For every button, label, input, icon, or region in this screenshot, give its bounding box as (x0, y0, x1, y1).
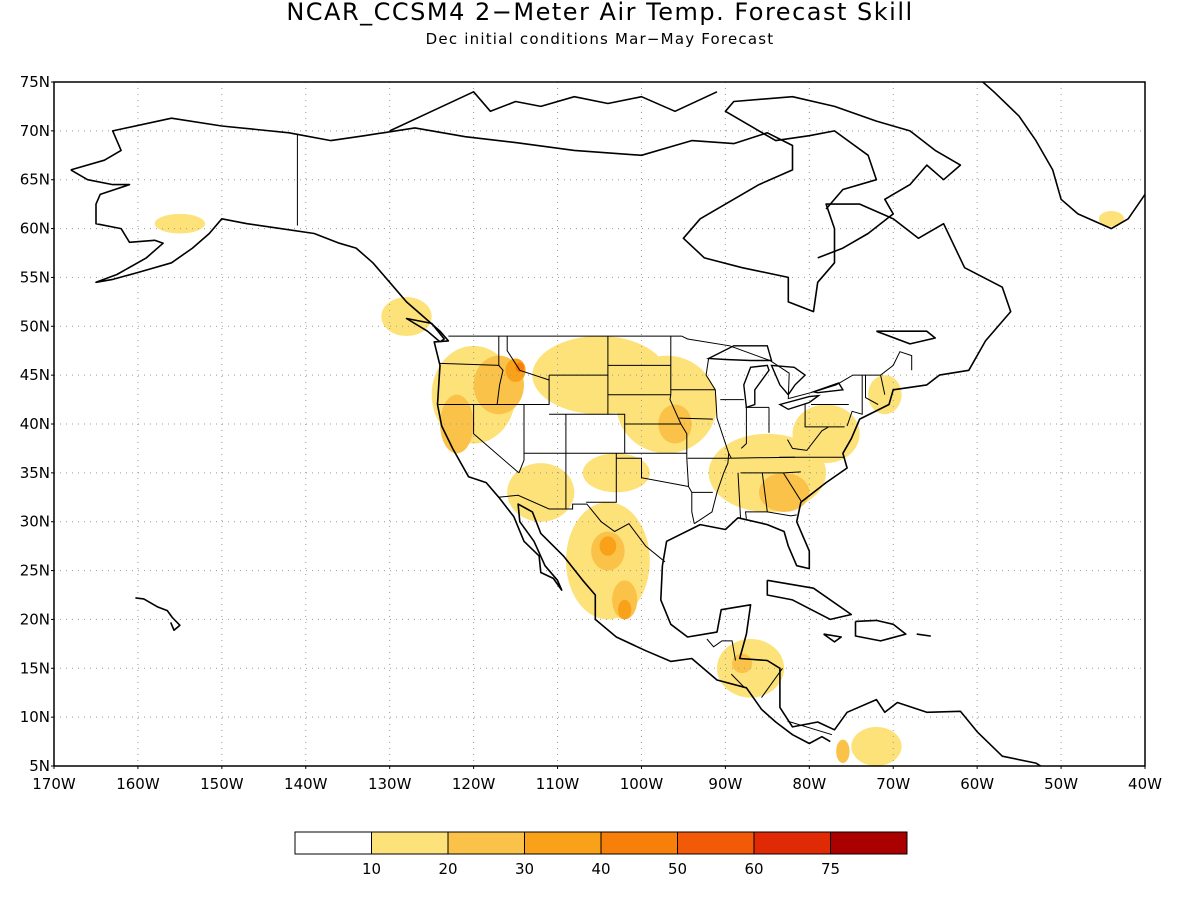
skill-region (155, 214, 205, 234)
lat-tick-label: 60N (20, 220, 50, 238)
lon-tick-label: 130W (368, 775, 412, 793)
colorbar-label: 75 (821, 860, 840, 878)
lon-tick-label: 120W (452, 775, 496, 793)
lon-tick-label: 60W (960, 775, 994, 793)
colorbar-label: 40 (591, 860, 610, 878)
lat-tick-label: 15N (20, 659, 50, 677)
colorbar-swatch (831, 832, 908, 854)
skill-region (851, 727, 901, 766)
lon-tick-label: 90W (708, 775, 742, 793)
lat-tick-label: 10N (20, 708, 50, 726)
colorbar-swatch (601, 832, 678, 854)
lat-tick-label: 35N (20, 464, 50, 482)
lat-tick-label: 65N (20, 171, 50, 189)
lon-tick-label: 140W (284, 775, 328, 793)
lat-tick-label: 25N (20, 562, 50, 580)
colorbar-swatch (372, 832, 449, 854)
lon-tick-label: 150W (200, 775, 244, 793)
lat-tick-label: 50N (20, 317, 50, 335)
lat-tick-label: 5N (29, 757, 50, 775)
colorbar-label: 50 (668, 860, 687, 878)
latitude-labels: 75N 70N 65N 60N 55N 50N 45N 40N 35N 30N 25N 20N 15N 1… (20, 73, 54, 775)
skill-region (618, 600, 631, 620)
lat-tick-label: 70N (20, 122, 50, 140)
lat-tick-label: 40N (20, 415, 50, 433)
colorbar-swatch (678, 832, 755, 854)
skill-region (836, 740, 849, 763)
lon-tick-label: 40W (1128, 775, 1162, 793)
lon-tick-label: 110W (536, 775, 580, 793)
lon-tick-label: 70W (876, 775, 910, 793)
colorbar-swatch (525, 832, 602, 854)
colorbar-swatch (754, 832, 831, 854)
lon-tick-label: 170W (32, 775, 76, 793)
colorbar-label: 30 (515, 860, 534, 878)
skill-region (793, 404, 860, 463)
lat-tick-label: 45N (20, 366, 50, 384)
lat-tick-label: 75N (20, 73, 50, 91)
lat-tick-label: 30N (20, 513, 50, 531)
colorbar-label: 60 (744, 860, 763, 878)
lon-tick-label: 50W (1044, 775, 1078, 793)
map-background (54, 82, 1145, 766)
colorbar-swatch (448, 832, 525, 854)
skill-map-svg: 75N 70N 65N 60N 55N 50N 45N 40N 35N 30N 25N 20N 15N 1… (0, 0, 1200, 900)
colorbar-label: 20 (438, 860, 457, 878)
colorbar-label: 10 (362, 860, 381, 878)
colorbar-swatch (295, 832, 372, 854)
skill-region (600, 536, 617, 556)
lat-tick-label: 55N (20, 268, 50, 286)
lon-tick-label: 80W (792, 775, 826, 793)
lon-tick-label: 160W (116, 775, 160, 793)
lon-tick-label: 100W (620, 775, 664, 793)
longitude-labels: 170W 160W 150W 140W 130W 120W 110W 100W 90W 80W 70… (32, 766, 1162, 793)
lat-tick-label: 20N (20, 610, 50, 628)
colorbar: 10 20 30 40 50 60 75 (295, 832, 907, 878)
